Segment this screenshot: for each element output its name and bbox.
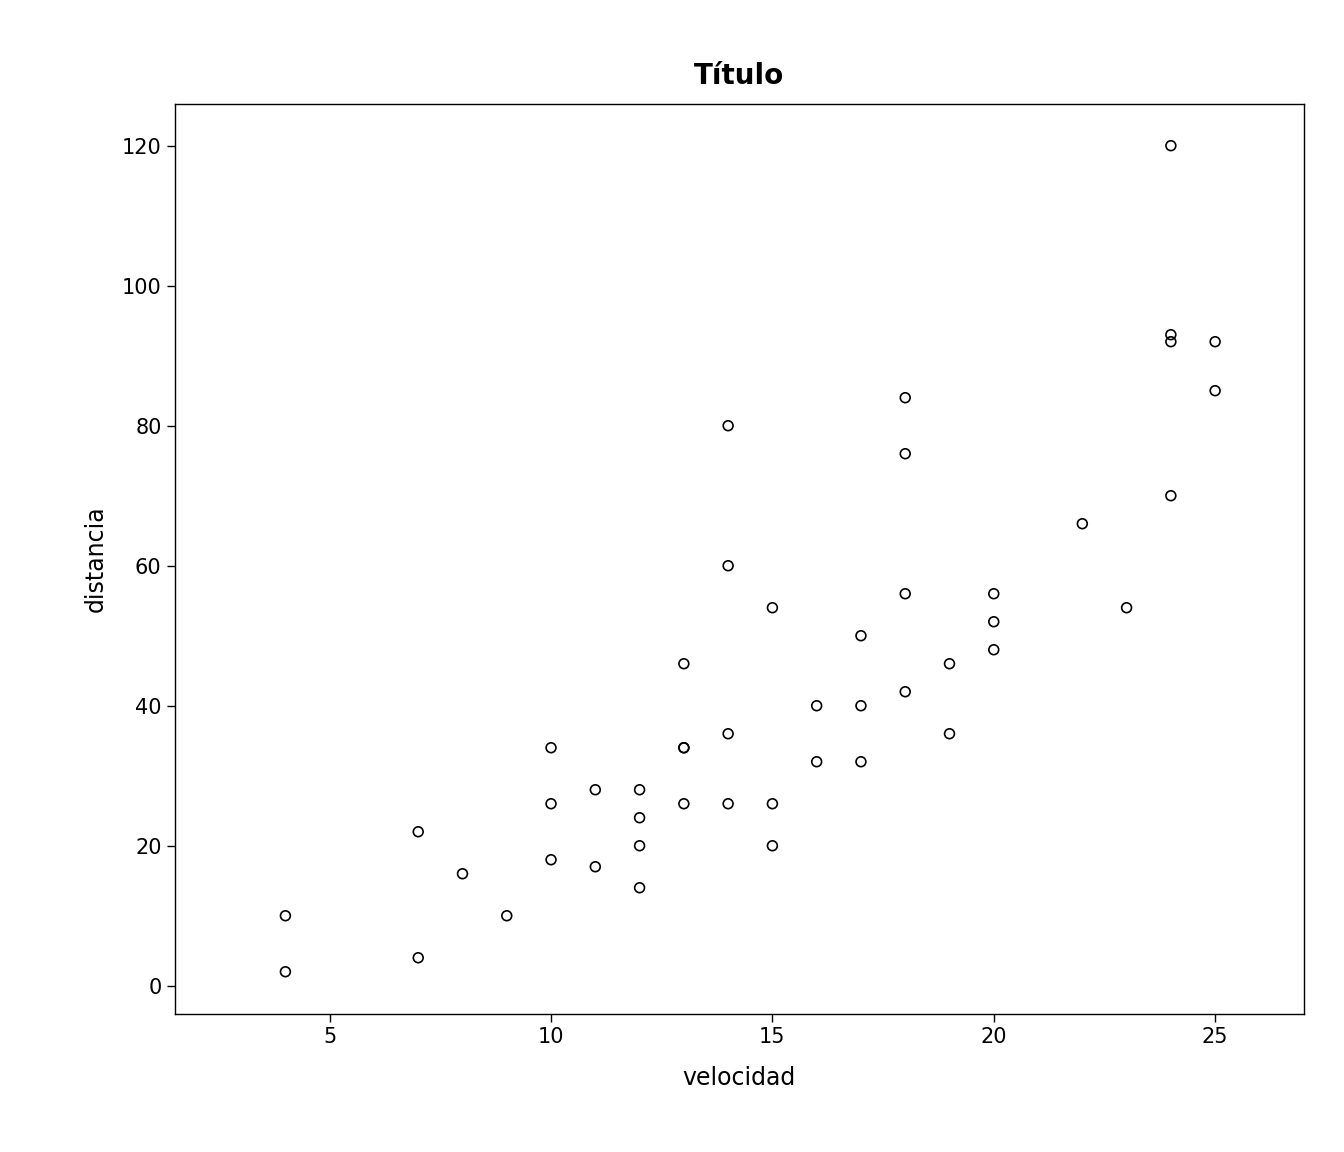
- Point: [274, 907, 296, 925]
- Point: [762, 795, 784, 813]
- Point: [1160, 486, 1181, 505]
- Point: [982, 641, 1004, 659]
- Point: [982, 613, 1004, 631]
- Point: [1204, 333, 1226, 351]
- Point: [1071, 515, 1093, 533]
- Point: [629, 836, 650, 855]
- Point: [452, 864, 473, 882]
- Point: [895, 388, 917, 407]
- Point: [673, 738, 695, 757]
- Point: [496, 907, 517, 925]
- Point: [585, 857, 606, 876]
- Point: [895, 682, 917, 700]
- Y-axis label: distancia: distancia: [83, 506, 108, 612]
- Point: [1160, 333, 1181, 351]
- Point: [762, 836, 784, 855]
- Point: [673, 654, 695, 673]
- Point: [806, 697, 828, 715]
- Point: [1204, 381, 1226, 400]
- Point: [762, 599, 784, 617]
- Point: [718, 795, 739, 813]
- Point: [407, 823, 429, 841]
- Point: [895, 584, 917, 602]
- Point: [806, 752, 828, 771]
- Point: [540, 738, 562, 757]
- Point: [540, 850, 562, 869]
- Point: [718, 725, 739, 743]
- Point: [851, 697, 872, 715]
- Point: [1160, 326, 1181, 344]
- Point: [407, 948, 429, 967]
- Title: Título: Título: [694, 62, 785, 90]
- Point: [585, 781, 606, 799]
- Point: [629, 781, 650, 799]
- Point: [673, 738, 695, 757]
- Point: [1160, 136, 1181, 154]
- Point: [673, 795, 695, 813]
- Point: [718, 556, 739, 575]
- Point: [851, 627, 872, 645]
- Point: [938, 654, 960, 673]
- Point: [938, 725, 960, 743]
- X-axis label: velocidad: velocidad: [683, 1067, 796, 1091]
- Point: [851, 752, 872, 771]
- Point: [629, 809, 650, 827]
- Point: [895, 445, 917, 463]
- Point: [1116, 599, 1137, 617]
- Point: [540, 795, 562, 813]
- Point: [274, 963, 296, 982]
- Point: [982, 584, 1004, 602]
- Point: [629, 879, 650, 897]
- Point: [718, 417, 739, 435]
